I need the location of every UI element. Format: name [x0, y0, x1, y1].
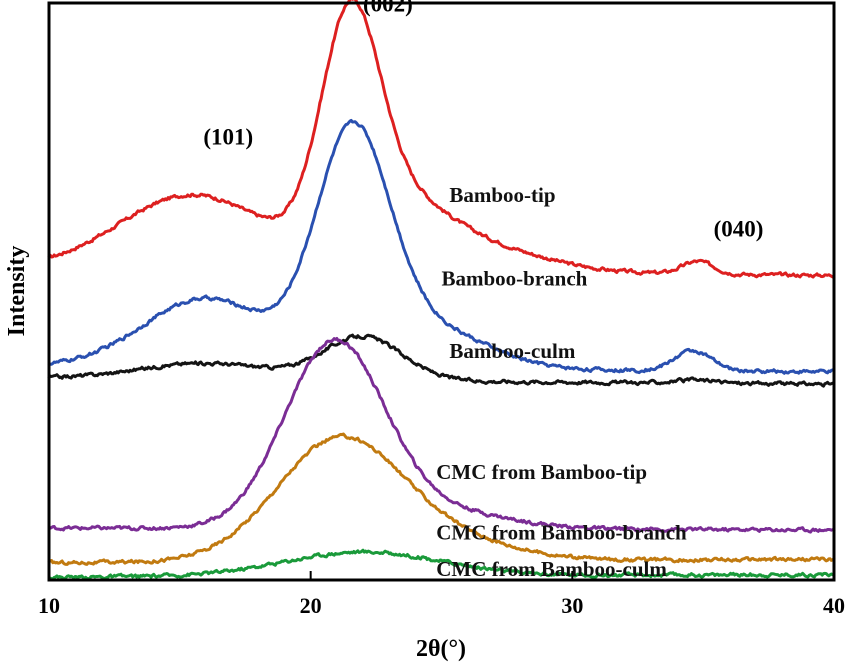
x-axis-title: 2θ(°): [416, 636, 466, 662]
plot-frame: [47, 1, 836, 582]
x-tick-label-10: 10: [38, 593, 60, 618]
series-label-cmc-from-bamboo-culm: CMC from Bamboo-culm: [436, 557, 667, 581]
peak-label-040: (040): [714, 217, 764, 242]
peak-label-002: (002): [363, 0, 413, 17]
series-label-cmc-from-bamboo-tip: CMC from Bamboo-tip: [436, 460, 647, 484]
x-tick-label-40: 40: [823, 593, 845, 618]
series-label-bamboo-culm: Bamboo-culm: [449, 339, 576, 363]
series-label-bamboo-branch: Bamboo-branch: [442, 267, 588, 291]
y-axis-title: Intensity: [4, 246, 30, 337]
curve-cmc-from-bamboo-culm: [47, 548, 836, 581]
series-label-bamboo-tip: Bamboo-tip: [449, 183, 555, 207]
curves-layer: [47, 0, 836, 581]
curve-bamboo-branch: [47, 118, 836, 375]
x-axis-ticks: 10 20 30 40: [38, 571, 845, 618]
curve-cmc-from-bamboo-branch: [47, 432, 836, 566]
x-tick-label-20: 20: [300, 593, 322, 618]
curve-bamboo-tip: [47, 0, 836, 279]
series-label-cmc-from-bamboo-branch: CMC from Bamboo-branch: [436, 521, 687, 545]
x-tick-label-30: 30: [561, 593, 583, 618]
peak-label-101: (101): [203, 124, 253, 149]
curve-bamboo-culm: [47, 333, 836, 388]
curve-cmc-from-bamboo-tip: [47, 337, 836, 534]
annotations-layer: (002) (101) (040) Bamboo-tip Bamboo-branch Ba…: [203, 0, 763, 581]
